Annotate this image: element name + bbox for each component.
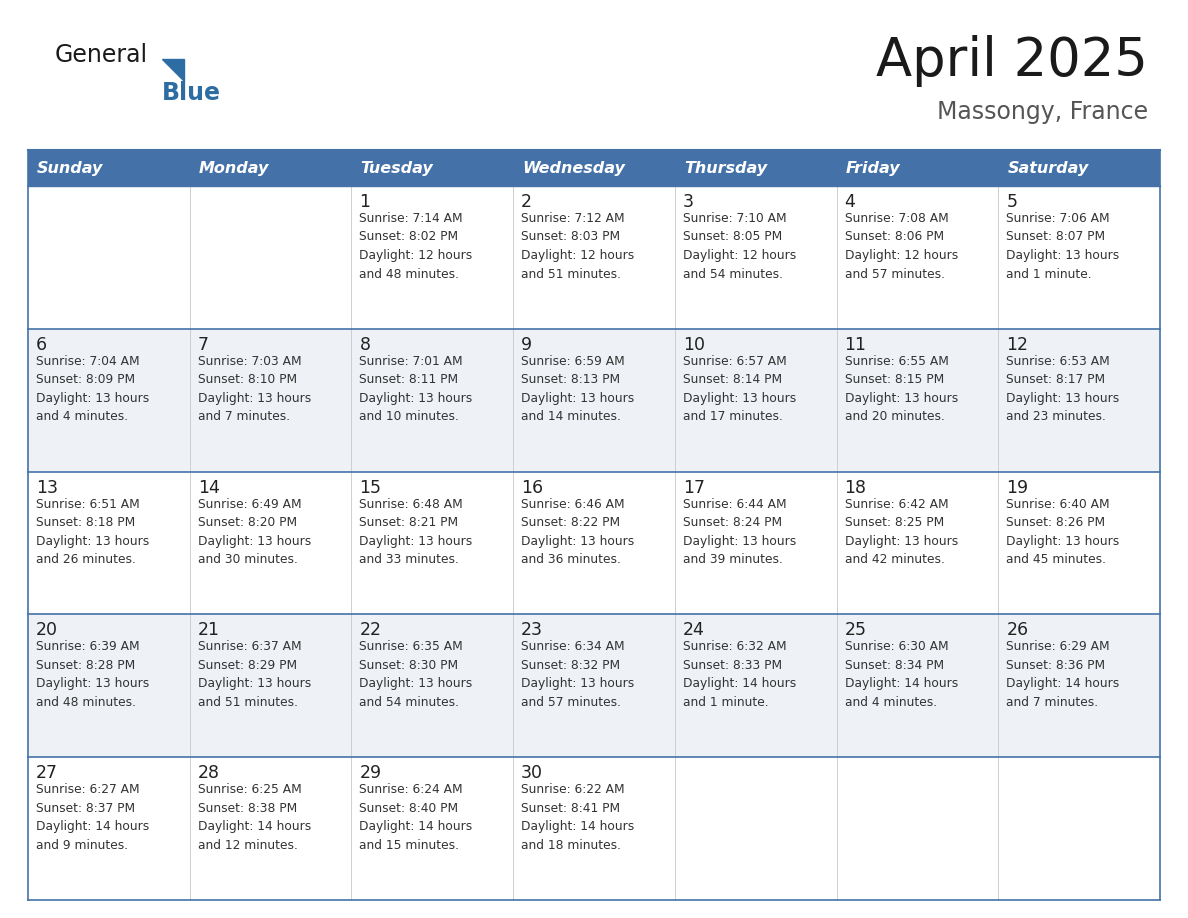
Bar xyxy=(513,150,675,186)
Text: 3: 3 xyxy=(683,193,694,211)
Text: Sunrise: 6:48 AM
Sunset: 8:21 PM
Daylight: 13 hours
and 33 minutes.: Sunrise: 6:48 AM Sunset: 8:21 PM Dayligh… xyxy=(360,498,473,566)
Bar xyxy=(29,614,1159,757)
Text: Sunrise: 6:37 AM
Sunset: 8:29 PM
Daylight: 13 hours
and 51 minutes.: Sunrise: 6:37 AM Sunset: 8:29 PM Dayligh… xyxy=(197,641,311,709)
Text: Wednesday: Wednesday xyxy=(523,161,625,175)
Text: Sunrise: 6:57 AM
Sunset: 8:14 PM
Daylight: 13 hours
and 17 minutes.: Sunrise: 6:57 AM Sunset: 8:14 PM Dayligh… xyxy=(683,354,796,423)
Text: 10: 10 xyxy=(683,336,704,353)
Text: 22: 22 xyxy=(360,621,381,640)
Text: Sunrise: 7:06 AM
Sunset: 8:07 PM
Daylight: 13 hours
and 1 minute.: Sunrise: 7:06 AM Sunset: 8:07 PM Dayligh… xyxy=(1006,212,1119,281)
Text: Sunrise: 6:42 AM
Sunset: 8:25 PM
Daylight: 13 hours
and 42 minutes.: Sunrise: 6:42 AM Sunset: 8:25 PM Dayligh… xyxy=(845,498,958,566)
Bar xyxy=(836,150,998,186)
Text: General: General xyxy=(55,43,148,67)
Text: Sunrise: 6:53 AM
Sunset: 8:17 PM
Daylight: 13 hours
and 23 minutes.: Sunrise: 6:53 AM Sunset: 8:17 PM Dayligh… xyxy=(1006,354,1119,423)
Text: 2: 2 xyxy=(522,193,532,211)
Bar xyxy=(29,472,1159,614)
Text: Sunrise: 6:27 AM
Sunset: 8:37 PM
Daylight: 14 hours
and 9 minutes.: Sunrise: 6:27 AM Sunset: 8:37 PM Dayligh… xyxy=(36,783,150,852)
Text: 14: 14 xyxy=(197,478,220,497)
Text: 15: 15 xyxy=(360,478,381,497)
Text: Sunrise: 6:46 AM
Sunset: 8:22 PM
Daylight: 13 hours
and 36 minutes.: Sunrise: 6:46 AM Sunset: 8:22 PM Dayligh… xyxy=(522,498,634,566)
Text: Sunrise: 6:39 AM
Sunset: 8:28 PM
Daylight: 13 hours
and 48 minutes.: Sunrise: 6:39 AM Sunset: 8:28 PM Dayligh… xyxy=(36,641,150,709)
Text: 7: 7 xyxy=(197,336,209,353)
Text: Saturday: Saturday xyxy=(1007,161,1088,175)
Text: Sunrise: 6:25 AM
Sunset: 8:38 PM
Daylight: 14 hours
and 12 minutes.: Sunrise: 6:25 AM Sunset: 8:38 PM Dayligh… xyxy=(197,783,311,852)
Text: 30: 30 xyxy=(522,764,543,782)
Text: Sunrise: 7:04 AM
Sunset: 8:09 PM
Daylight: 13 hours
and 4 minutes.: Sunrise: 7:04 AM Sunset: 8:09 PM Dayligh… xyxy=(36,354,150,423)
Text: 17: 17 xyxy=(683,478,704,497)
Text: Sunrise: 7:08 AM
Sunset: 8:06 PM
Daylight: 12 hours
and 57 minutes.: Sunrise: 7:08 AM Sunset: 8:06 PM Dayligh… xyxy=(845,212,958,281)
Text: 8: 8 xyxy=(360,336,371,353)
Text: Sunrise: 7:12 AM
Sunset: 8:03 PM
Daylight: 12 hours
and 51 minutes.: Sunrise: 7:12 AM Sunset: 8:03 PM Dayligh… xyxy=(522,212,634,281)
Text: 5: 5 xyxy=(1006,193,1017,211)
Text: 27: 27 xyxy=(36,764,58,782)
Text: 23: 23 xyxy=(522,621,543,640)
Text: Blue: Blue xyxy=(162,81,221,105)
Text: 9: 9 xyxy=(522,336,532,353)
Text: 19: 19 xyxy=(1006,478,1029,497)
Text: Sunrise: 6:30 AM
Sunset: 8:34 PM
Daylight: 14 hours
and 4 minutes.: Sunrise: 6:30 AM Sunset: 8:34 PM Dayligh… xyxy=(845,641,958,709)
Bar xyxy=(29,186,1159,329)
Text: Thursday: Thursday xyxy=(684,161,767,175)
Bar xyxy=(29,329,1159,472)
Text: 4: 4 xyxy=(845,193,855,211)
Text: Tuesday: Tuesday xyxy=(360,161,434,175)
Bar xyxy=(352,150,513,186)
Text: 29: 29 xyxy=(360,764,381,782)
Text: Sunrise: 7:01 AM
Sunset: 8:11 PM
Daylight: 13 hours
and 10 minutes.: Sunrise: 7:01 AM Sunset: 8:11 PM Dayligh… xyxy=(360,354,473,423)
Text: Sunday: Sunday xyxy=(37,161,103,175)
Text: Sunrise: 6:32 AM
Sunset: 8:33 PM
Daylight: 14 hours
and 1 minute.: Sunrise: 6:32 AM Sunset: 8:33 PM Dayligh… xyxy=(683,641,796,709)
Bar xyxy=(29,757,1159,900)
Text: Sunrise: 6:40 AM
Sunset: 8:26 PM
Daylight: 13 hours
and 45 minutes.: Sunrise: 6:40 AM Sunset: 8:26 PM Dayligh… xyxy=(1006,498,1119,566)
Text: Sunrise: 6:22 AM
Sunset: 8:41 PM
Daylight: 14 hours
and 18 minutes.: Sunrise: 6:22 AM Sunset: 8:41 PM Dayligh… xyxy=(522,783,634,852)
Text: 24: 24 xyxy=(683,621,704,640)
Bar xyxy=(190,150,352,186)
Text: 1: 1 xyxy=(360,193,371,211)
Text: 6: 6 xyxy=(36,336,48,353)
Text: 11: 11 xyxy=(845,336,866,353)
Bar xyxy=(29,150,190,186)
Text: 20: 20 xyxy=(36,621,58,640)
Bar xyxy=(998,150,1159,186)
Text: Sunrise: 6:34 AM
Sunset: 8:32 PM
Daylight: 13 hours
and 57 minutes.: Sunrise: 6:34 AM Sunset: 8:32 PM Dayligh… xyxy=(522,641,634,709)
Text: Sunrise: 6:29 AM
Sunset: 8:36 PM
Daylight: 14 hours
and 7 minutes.: Sunrise: 6:29 AM Sunset: 8:36 PM Dayligh… xyxy=(1006,641,1119,709)
Text: 16: 16 xyxy=(522,478,543,497)
Text: 28: 28 xyxy=(197,764,220,782)
Text: Sunrise: 7:10 AM
Sunset: 8:05 PM
Daylight: 12 hours
and 54 minutes.: Sunrise: 7:10 AM Sunset: 8:05 PM Dayligh… xyxy=(683,212,796,281)
Text: Sunrise: 6:24 AM
Sunset: 8:40 PM
Daylight: 14 hours
and 15 minutes.: Sunrise: 6:24 AM Sunset: 8:40 PM Dayligh… xyxy=(360,783,473,852)
Text: 25: 25 xyxy=(845,621,866,640)
Text: 26: 26 xyxy=(1006,621,1029,640)
Text: Sunrise: 6:51 AM
Sunset: 8:18 PM
Daylight: 13 hours
and 26 minutes.: Sunrise: 6:51 AM Sunset: 8:18 PM Dayligh… xyxy=(36,498,150,566)
Text: 12: 12 xyxy=(1006,336,1029,353)
Text: April 2025: April 2025 xyxy=(876,35,1148,87)
Bar xyxy=(675,150,836,186)
Text: Sunrise: 6:44 AM
Sunset: 8:24 PM
Daylight: 13 hours
and 39 minutes.: Sunrise: 6:44 AM Sunset: 8:24 PM Dayligh… xyxy=(683,498,796,566)
Polygon shape xyxy=(162,59,184,81)
Text: Sunrise: 7:14 AM
Sunset: 8:02 PM
Daylight: 12 hours
and 48 minutes.: Sunrise: 7:14 AM Sunset: 8:02 PM Dayligh… xyxy=(360,212,473,281)
Text: Monday: Monday xyxy=(198,161,270,175)
Text: Sunrise: 7:03 AM
Sunset: 8:10 PM
Daylight: 13 hours
and 7 minutes.: Sunrise: 7:03 AM Sunset: 8:10 PM Dayligh… xyxy=(197,354,311,423)
Text: Massongy, France: Massongy, France xyxy=(937,100,1148,124)
Text: Sunrise: 6:49 AM
Sunset: 8:20 PM
Daylight: 13 hours
and 30 minutes.: Sunrise: 6:49 AM Sunset: 8:20 PM Dayligh… xyxy=(197,498,311,566)
Text: 18: 18 xyxy=(845,478,866,497)
Text: Sunrise: 6:59 AM
Sunset: 8:13 PM
Daylight: 13 hours
and 14 minutes.: Sunrise: 6:59 AM Sunset: 8:13 PM Dayligh… xyxy=(522,354,634,423)
Text: Sunrise: 6:35 AM
Sunset: 8:30 PM
Daylight: 13 hours
and 54 minutes.: Sunrise: 6:35 AM Sunset: 8:30 PM Dayligh… xyxy=(360,641,473,709)
Text: 21: 21 xyxy=(197,621,220,640)
Text: 13: 13 xyxy=(36,478,58,497)
Text: Friday: Friday xyxy=(846,161,901,175)
Text: Sunrise: 6:55 AM
Sunset: 8:15 PM
Daylight: 13 hours
and 20 minutes.: Sunrise: 6:55 AM Sunset: 8:15 PM Dayligh… xyxy=(845,354,958,423)
